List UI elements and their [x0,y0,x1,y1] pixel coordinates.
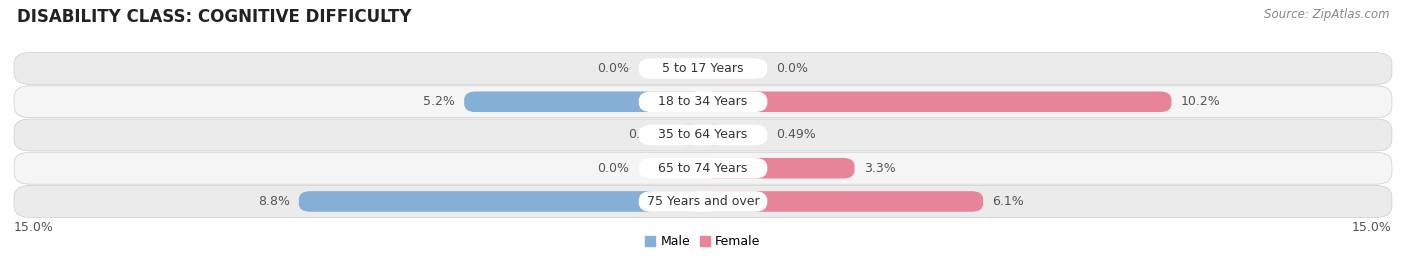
FancyBboxPatch shape [638,92,768,112]
FancyBboxPatch shape [464,92,703,112]
FancyBboxPatch shape [14,185,1392,217]
Text: Source: ZipAtlas.com: Source: ZipAtlas.com [1264,8,1389,21]
Text: 8.8%: 8.8% [257,195,290,208]
Text: 18 to 34 Years: 18 to 34 Years [658,95,748,108]
Text: 0.57%: 0.57% [627,129,668,141]
FancyBboxPatch shape [638,158,768,178]
Text: 0.0%: 0.0% [598,62,630,75]
FancyBboxPatch shape [14,53,1392,85]
Text: 15.0%: 15.0% [14,221,53,234]
FancyBboxPatch shape [703,158,855,178]
Text: 6.1%: 6.1% [993,195,1024,208]
Text: 0.0%: 0.0% [776,62,808,75]
FancyBboxPatch shape [703,191,983,212]
Text: 10.2%: 10.2% [1181,95,1220,108]
FancyBboxPatch shape [638,58,768,79]
Text: 5 to 17 Years: 5 to 17 Years [662,62,744,75]
Text: 5.2%: 5.2% [423,95,456,108]
Text: DISABILITY CLASS: COGNITIVE DIFFICULTY: DISABILITY CLASS: COGNITIVE DIFFICULTY [17,8,412,26]
FancyBboxPatch shape [638,191,768,212]
Text: 15.0%: 15.0% [1353,221,1392,234]
Text: 3.3%: 3.3% [863,162,896,175]
FancyBboxPatch shape [14,152,1392,184]
Text: 35 to 64 Years: 35 to 64 Years [658,129,748,141]
Text: 75 Years and over: 75 Years and over [647,195,759,208]
Text: 0.49%: 0.49% [776,129,817,141]
FancyBboxPatch shape [703,92,1171,112]
FancyBboxPatch shape [676,125,703,145]
Legend: Male, Female: Male, Female [641,230,765,253]
Text: 0.0%: 0.0% [598,162,630,175]
FancyBboxPatch shape [703,125,725,145]
FancyBboxPatch shape [299,191,703,212]
FancyBboxPatch shape [14,119,1392,151]
FancyBboxPatch shape [638,125,768,145]
FancyBboxPatch shape [14,86,1392,118]
Text: 65 to 74 Years: 65 to 74 Years [658,162,748,175]
